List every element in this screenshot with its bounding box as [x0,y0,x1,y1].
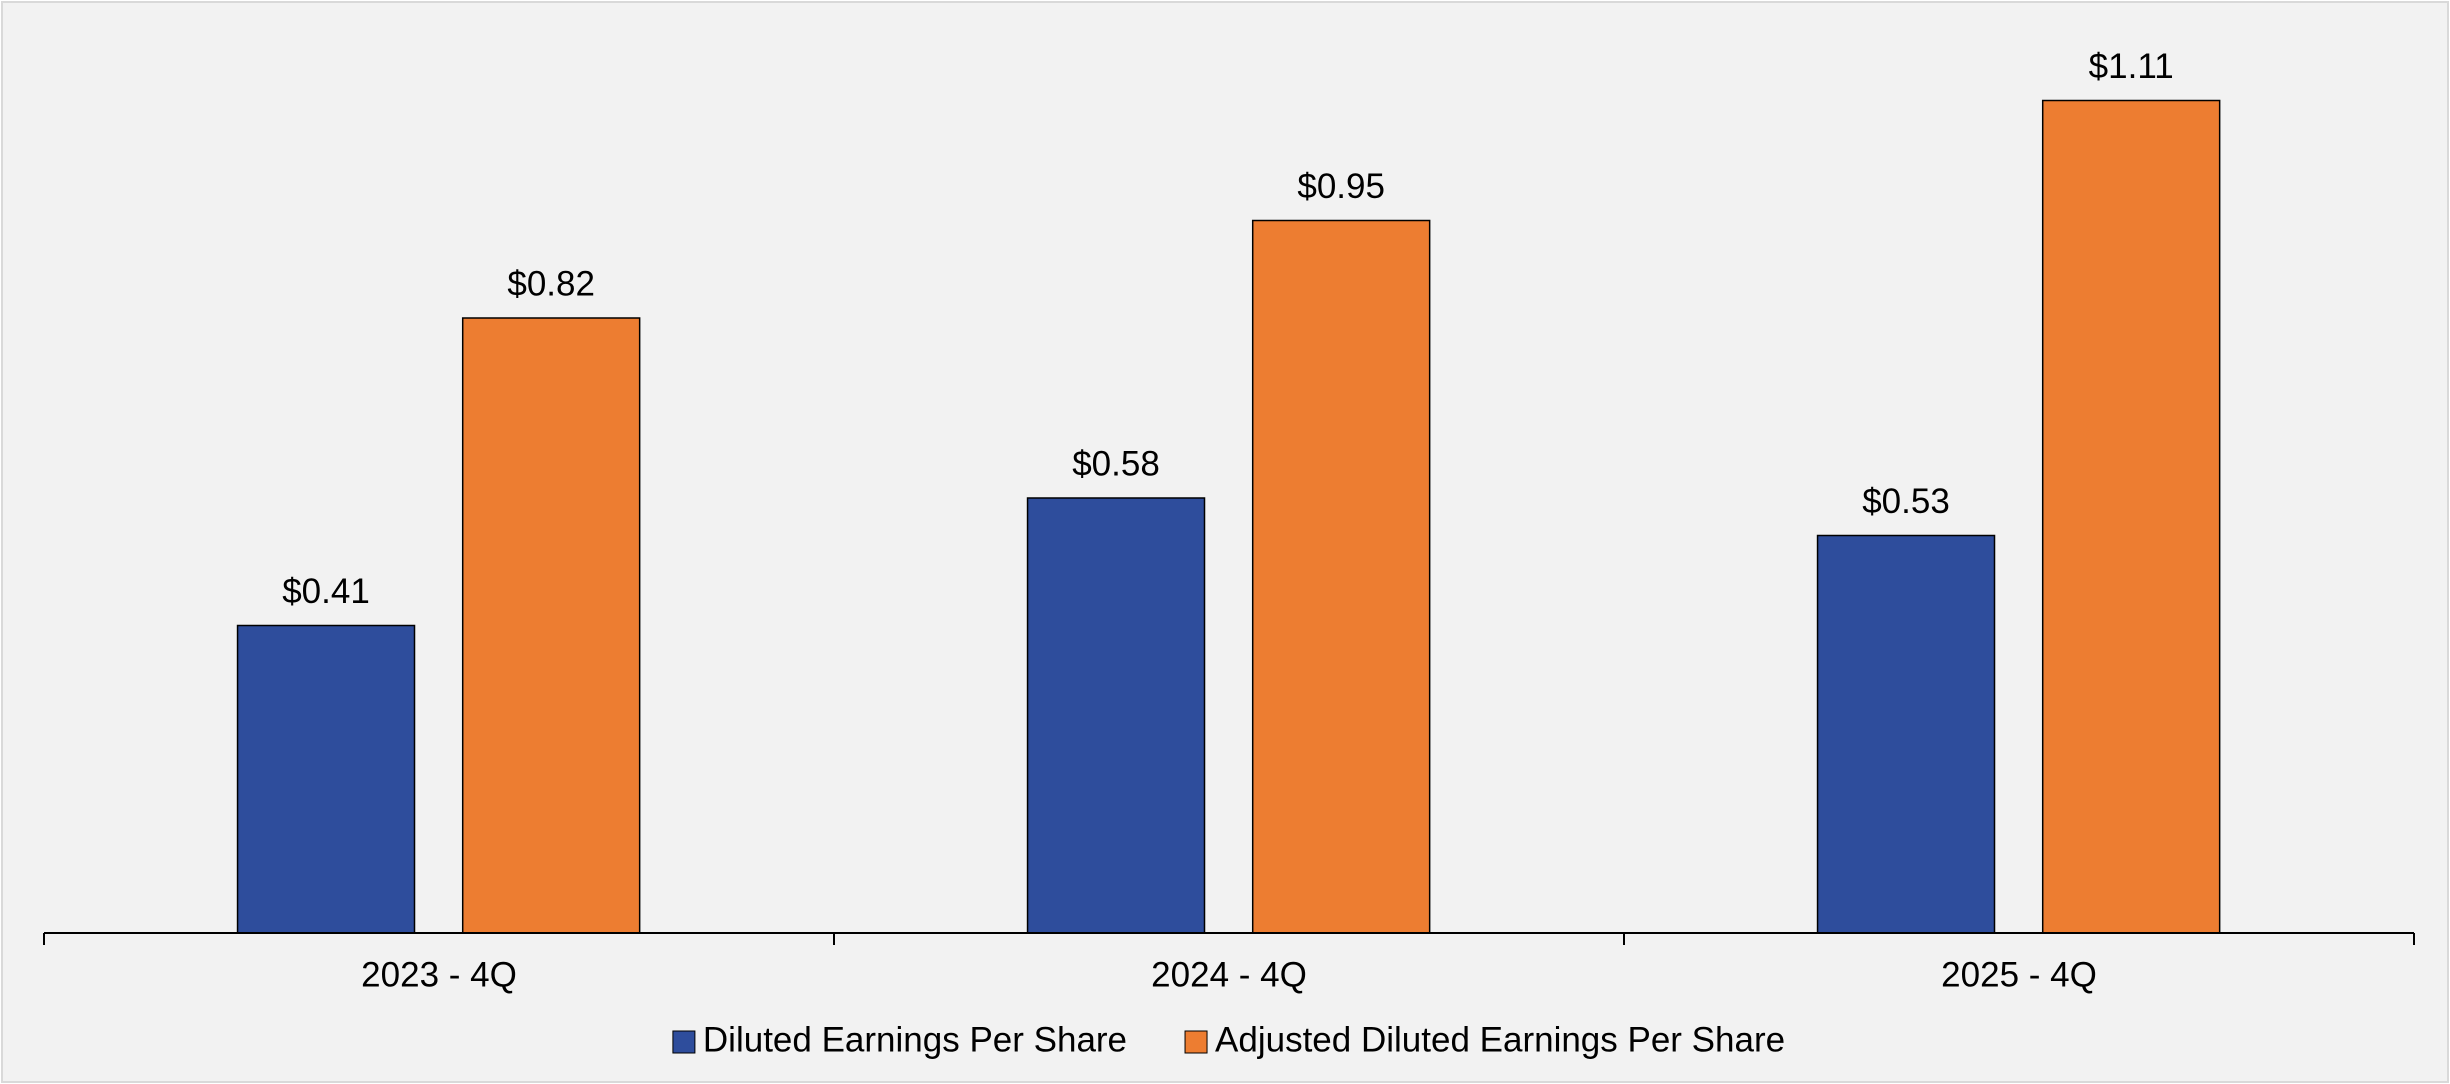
bar [236,624,416,934]
bar [461,317,641,934]
bar [1816,534,1996,934]
data-label: $0.95 [1297,167,1385,206]
data-label: $1.11 [2089,47,2174,86]
data-label: $0.53 [1862,482,1950,521]
data-label: $0.58 [1072,444,1160,483]
bar [1026,497,1206,934]
data-label: $0.41 [282,572,370,611]
legend-label: Adjusted Diluted Earnings Per Share [1215,1020,1785,1059]
data-label: $0.82 [507,264,595,303]
bar [1251,219,1431,934]
x-tick-label: 2023 - 4Q [361,955,517,994]
bar [2041,99,2221,934]
x-tick-label: 2025 - 4Q [1941,955,2097,994]
legend-swatch [1184,1030,1208,1054]
x-tick-label: 2024 - 4Q [1151,955,1307,994]
legend-swatch [672,1030,696,1054]
legend-label: Diluted Earnings Per Share [703,1020,1127,1059]
